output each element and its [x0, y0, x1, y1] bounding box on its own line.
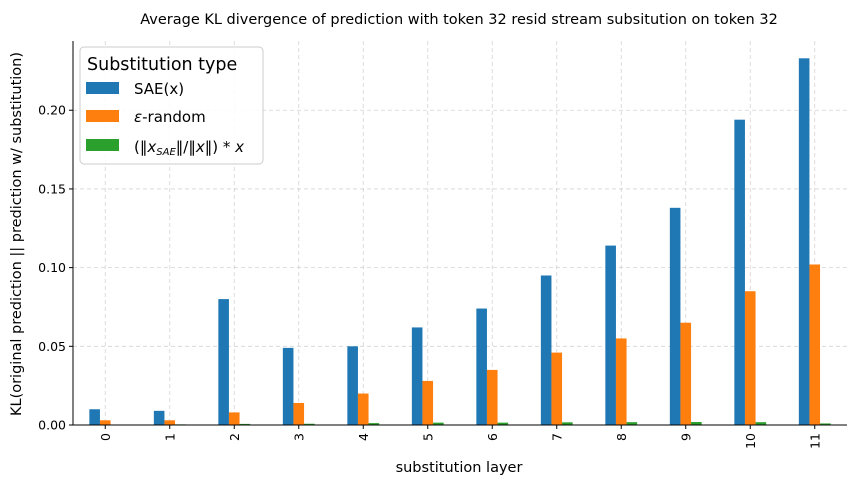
- y-tick-label: 0.10: [38, 260, 66, 275]
- legend-label-norm-scaled: (‖xSAE‖/‖x‖) * x: [134, 138, 244, 158]
- bar-sae-layer-10: [734, 119, 745, 425]
- x-tick-label: 7: [549, 433, 564, 441]
- x-tick-label: 5: [420, 433, 435, 441]
- bar-epsilon-random-layer-11: [809, 264, 821, 425]
- bar-epsilon-random-layer-8: [615, 338, 627, 425]
- bar-sae-layer-2: [218, 299, 229, 425]
- y-axis-label: KL(original prediction || prediction w/ …: [9, 52, 25, 416]
- x-tick-label: 9: [678, 433, 693, 441]
- bar-sae-layer-5: [411, 327, 423, 425]
- bars: [89, 58, 831, 426]
- y-tick-label: 0.20: [38, 103, 66, 118]
- x-tick-label: 11: [807, 433, 822, 449]
- y-tick-label: 0.05: [38, 339, 66, 354]
- x-axis-label: substitution layer: [396, 460, 523, 476]
- x-tick-label: 4: [356, 433, 371, 441]
- bar-norm-scaled-layer-8: [626, 422, 638, 425]
- bar-sae-layer-4: [347, 346, 358, 425]
- bar-norm-scaled-layer-9: [691, 422, 702, 425]
- bar-sae-layer-0: [89, 409, 100, 425]
- bar-sae-layer-6: [476, 308, 487, 425]
- bar-norm-scaled-layer-10: [755, 422, 767, 425]
- y-tick-label: 0.15: [38, 181, 66, 196]
- y-tick-label: 0.00: [38, 418, 66, 433]
- legend-label-epsilon-random: ε-random: [134, 108, 206, 126]
- x-tick-label: 2: [227, 433, 242, 441]
- bar-epsilon-random-layer-9: [680, 322, 692, 425]
- bar-epsilon-random-layer-5: [422, 380, 434, 425]
- legend-swatch-norm-scaled: [86, 139, 119, 151]
- legend: Substitution type SAE(x) ε-random (‖xSAE…: [79, 46, 264, 165]
- bar-norm-scaled-layer-7: [562, 422, 573, 425]
- chart-title: Average KL divergence of prediction with…: [140, 12, 778, 28]
- legend-frame: [79, 46, 264, 165]
- bar-norm-scaled-layer-4: [368, 423, 380, 425]
- ticks: 0.00 0.05 0.10 0.15 0.20 0 1 2 3 4 5 6 7 8 9 10 11: [38, 103, 822, 449]
- x-tick-label: 3: [291, 433, 306, 441]
- axes: [72, 41, 847, 426]
- legend-label-sae: SAE(x): [134, 80, 184, 98]
- bar-epsilon-random-layer-0: [99, 420, 111, 425]
- bar-norm-scaled-layer-11: [820, 423, 831, 425]
- bar-sae-layer-9: [669, 207, 681, 425]
- bar-norm-scaled-layer-2: [239, 423, 251, 425]
- bar-norm-scaled-layer-3: [304, 423, 315, 425]
- x-tick-label: 8: [614, 433, 629, 441]
- bar-epsilon-random-layer-10: [744, 291, 756, 425]
- x-tick-label: 6: [485, 433, 500, 441]
- bar-sae-layer-3: [282, 347, 294, 425]
- bar-norm-scaled-layer-6: [497, 422, 509, 425]
- bar-sae-layer-1: [153, 410, 165, 425]
- legend-swatch-epsilon-random: [86, 110, 119, 122]
- bar-epsilon-random-layer-7: [551, 352, 563, 425]
- bar-epsilon-random-layer-4: [357, 393, 369, 425]
- x-tick-label: 0: [98, 433, 113, 441]
- x-tick-label: 1: [162, 433, 177, 441]
- x-tick-label: 10: [743, 433, 758, 449]
- bar-epsilon-random-layer-1: [164, 420, 176, 425]
- bar-norm-scaled-layer-5: [433, 422, 444, 425]
- legend-title: Substitution type: [87, 55, 237, 75]
- bar-sae-layer-7: [540, 275, 552, 425]
- bar-sae-layer-8: [605, 245, 616, 425]
- bar-epsilon-random-layer-3: [293, 402, 305, 425]
- bar-sae-layer-11: [798, 58, 810, 426]
- bar-epsilon-random-layer-6: [486, 369, 498, 425]
- legend-swatch-sae: [86, 82, 119, 94]
- bar-epsilon-random-layer-2: [228, 412, 240, 425]
